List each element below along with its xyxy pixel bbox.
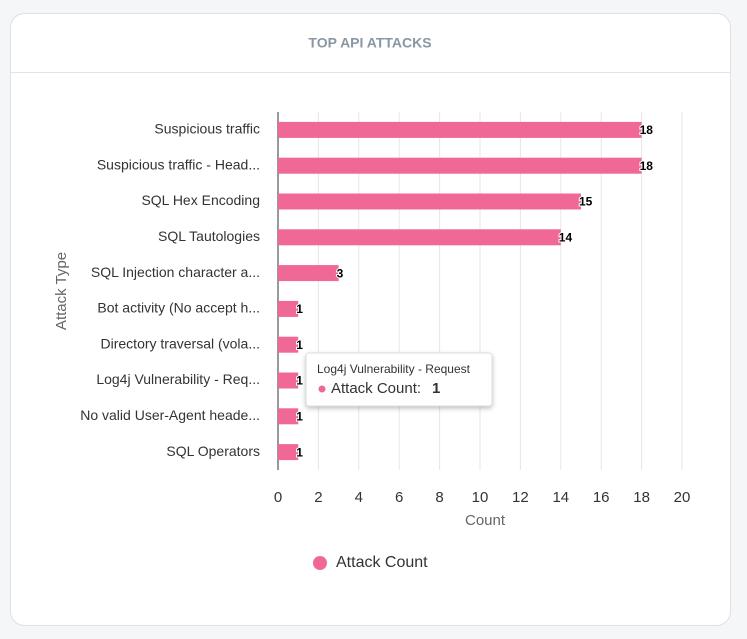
y-tick-label: Bot activity (No accept h... [97,300,260,316]
card [10,13,731,626]
data-label: 14 [559,230,573,244]
y-tick-label: SQL Injection character a... [91,264,260,280]
x-tick-label: 0 [274,489,282,506]
x-axis-label: Count [465,512,506,529]
data-label: 1 [296,374,303,388]
y-tick-label: Log4j Vulnerability - Req... [96,371,260,387]
bar [278,229,561,246]
x-tick-label: 4 [355,489,363,506]
tooltip-value: 1 [432,380,440,397]
bar [278,444,299,461]
tooltip-swatch [318,385,326,393]
y-tick-label: Suspicious traffic [154,121,260,137]
chart-title: TOP API ATTACKS [308,35,431,51]
x-tick-label: 2 [314,489,322,506]
bar [278,157,642,174]
bar [278,121,642,138]
x-tick-label: 10 [472,489,489,506]
tooltip-box [305,352,493,407]
y-tick-label: SQL Tautologies [158,228,260,244]
x-tick-label: 20 [674,489,691,506]
y-axis-label: Attack Type [53,252,70,330]
x-tick-label: 6 [395,489,403,506]
data-label: 18 [640,123,654,137]
data-label: 1 [296,302,303,316]
x-tick-label: 14 [552,489,569,506]
bar [278,408,299,425]
bar [278,265,339,282]
bar [278,336,299,353]
plot: 0 2 4 6 8 10 12 14 16 18 20 Suspicious traffic 18 Sus… [80,112,690,506]
data-label: 15 [579,195,593,209]
y-tick-label: Directory traversal (vola... [101,335,260,351]
bar [278,300,299,317]
data-label: 3 [337,266,344,280]
bar [278,193,581,210]
tooltip: Log4j Vulnerability - Request Attack Cou… [305,352,493,407]
y-tick-label: SQL Operators [166,443,260,459]
tooltip-label: Attack Count: [331,380,421,397]
x-tick-label: 8 [435,489,443,506]
y-tick-label: Suspicious traffic - Head... [97,156,260,172]
y-tick-label: No valid User-Agent heade... [80,407,260,423]
x-tick-label: 18 [633,489,650,506]
bar [278,372,299,389]
tooltip-title: Log4j Vulnerability - Request [317,362,471,376]
data-label: 1 [296,338,303,352]
y-tick-label: SQL Hex Encoding [141,192,260,208]
data-label: 18 [640,159,654,173]
data-label: 1 [296,409,303,423]
x-tick-label: 12 [512,489,529,506]
legend-swatch[interactable] [313,556,327,570]
x-tick-label: 16 [593,489,610,506]
data-label: 1 [296,445,303,459]
legend-label[interactable]: Attack Count [336,554,428,571]
